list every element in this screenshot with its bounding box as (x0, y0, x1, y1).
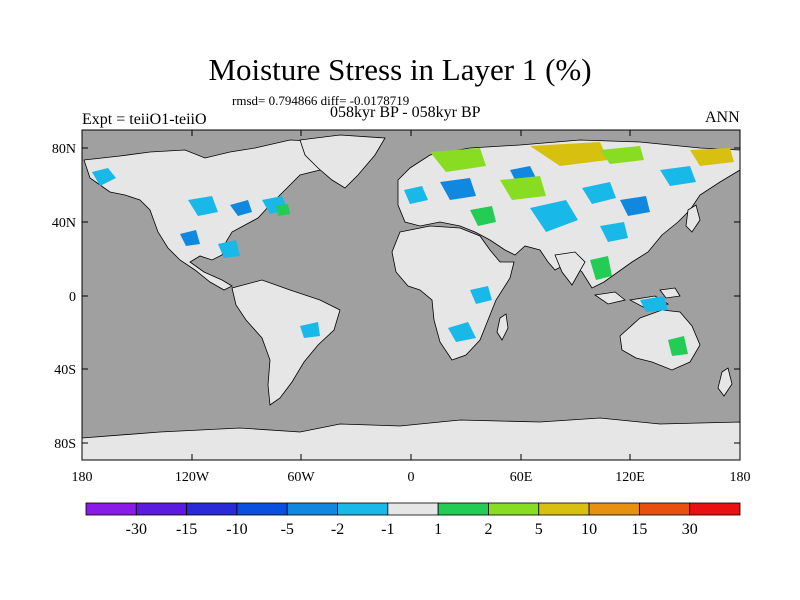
anomaly-patch (180, 230, 200, 246)
anomaly-patch (230, 200, 252, 216)
stats-text: rmsd= 0.794866 diff= -0.0178719 (232, 93, 410, 108)
anomaly-patch (530, 142, 608, 166)
x-axis: 180 120W 60W 0 60E 120E 180 (72, 130, 751, 485)
x-tick-label: 60E (510, 470, 533, 485)
anomaly-patch (620, 196, 650, 216)
colorbar-label: -5 (281, 521, 294, 538)
colorbar-label: 15 (631, 521, 647, 538)
colorbar-swatch (236, 502, 288, 516)
land-antarctica (82, 417, 740, 460)
season-label: ANN (705, 109, 740, 126)
y-tick-label: 80S (54, 437, 76, 452)
anomaly-patch (582, 182, 616, 204)
colorbar-label: 10 (581, 521, 597, 538)
anomaly-patch (440, 178, 476, 200)
colorbar-swatch (689, 502, 741, 516)
x-tick-label: 60W (287, 470, 315, 485)
anomaly-patch (600, 222, 628, 242)
land-greenland (299, 134, 386, 189)
colorbar-label: 30 (682, 521, 698, 538)
colorbar-label: -1 (381, 521, 394, 538)
colorbar-label: 1 (434, 521, 442, 538)
map-title: Moisture Stress in Layer 1 (%) (208, 52, 592, 87)
anomaly-positive-patches (276, 142, 734, 356)
colorbar-swatch (437, 502, 489, 516)
period-text: 058kyr BP - 058kyr BP (330, 104, 481, 121)
anomaly-patch (92, 168, 116, 186)
x-tick-label: 120W (175, 470, 210, 485)
colorbar-swatch (135, 502, 188, 516)
colorbar-swatch (387, 502, 439, 516)
colorbar-label: -2 (331, 521, 344, 538)
land-africa (391, 225, 515, 361)
land-japan (685, 204, 701, 233)
y-tick-label: 0 (69, 290, 76, 305)
land-new-zealand (717, 367, 733, 397)
x-tick-label: 120E (615, 470, 645, 485)
anomaly-patch (470, 206, 496, 226)
colorbar: -30 -15 -10 -5 -2 -1 1 2 5 10 15 30 (85, 502, 741, 538)
x-tick-label: 180 (72, 470, 93, 485)
colorbar-swatch (488, 502, 540, 516)
anomaly-patch (218, 240, 240, 258)
colorbar-swatch (337, 502, 389, 516)
colorbar-label: -30 (126, 521, 147, 538)
land-south-america (231, 279, 341, 406)
colorbar-label: -10 (226, 521, 247, 538)
anomaly-patch (404, 186, 428, 204)
experiment-label: Expt = teiiO1-teiiO (82, 111, 207, 128)
anomaly-patch (660, 166, 696, 186)
anomaly-patch (300, 322, 320, 338)
colorbar-swatch (638, 502, 691, 516)
anomaly-patch (640, 296, 668, 312)
x-tick-label: 180 (730, 470, 751, 485)
anomaly-patch (188, 196, 218, 216)
anomaly-patch (448, 322, 476, 342)
anomaly-patch (500, 176, 546, 200)
colorbar-label: 5 (535, 521, 543, 538)
anomaly-patch (276, 204, 290, 216)
colorbar-label: -15 (176, 521, 197, 538)
anomaly-patch (470, 286, 492, 304)
colorbar-swatch (286, 502, 338, 516)
land-madagascar (496, 313, 509, 341)
y-tick-label: 80N (52, 142, 76, 157)
anomaly-patch (590, 256, 612, 280)
colorbar-swatch (85, 502, 137, 516)
land-layer (82, 134, 740, 460)
colorbar-swatch (538, 502, 590, 516)
anomaly-patch (430, 148, 486, 172)
colorbar-swatch (588, 502, 640, 516)
land-india (554, 251, 586, 286)
y-tick-label: 40S (54, 363, 76, 378)
colorbar-label: 2 (484, 521, 492, 538)
anomaly-patch (668, 336, 688, 356)
colorbar-swatch (186, 502, 238, 516)
y-axis: 80N 40N 0 40S 80S (52, 142, 740, 452)
anomaly-patch (690, 148, 734, 166)
y-tick-label: 40N (52, 216, 76, 231)
anomaly-negative-patches (92, 166, 696, 342)
anomaly-patch (600, 146, 644, 164)
x-tick-label: 0 (408, 470, 415, 485)
land-north-america (83, 139, 346, 291)
anomaly-patch (530, 200, 578, 232)
